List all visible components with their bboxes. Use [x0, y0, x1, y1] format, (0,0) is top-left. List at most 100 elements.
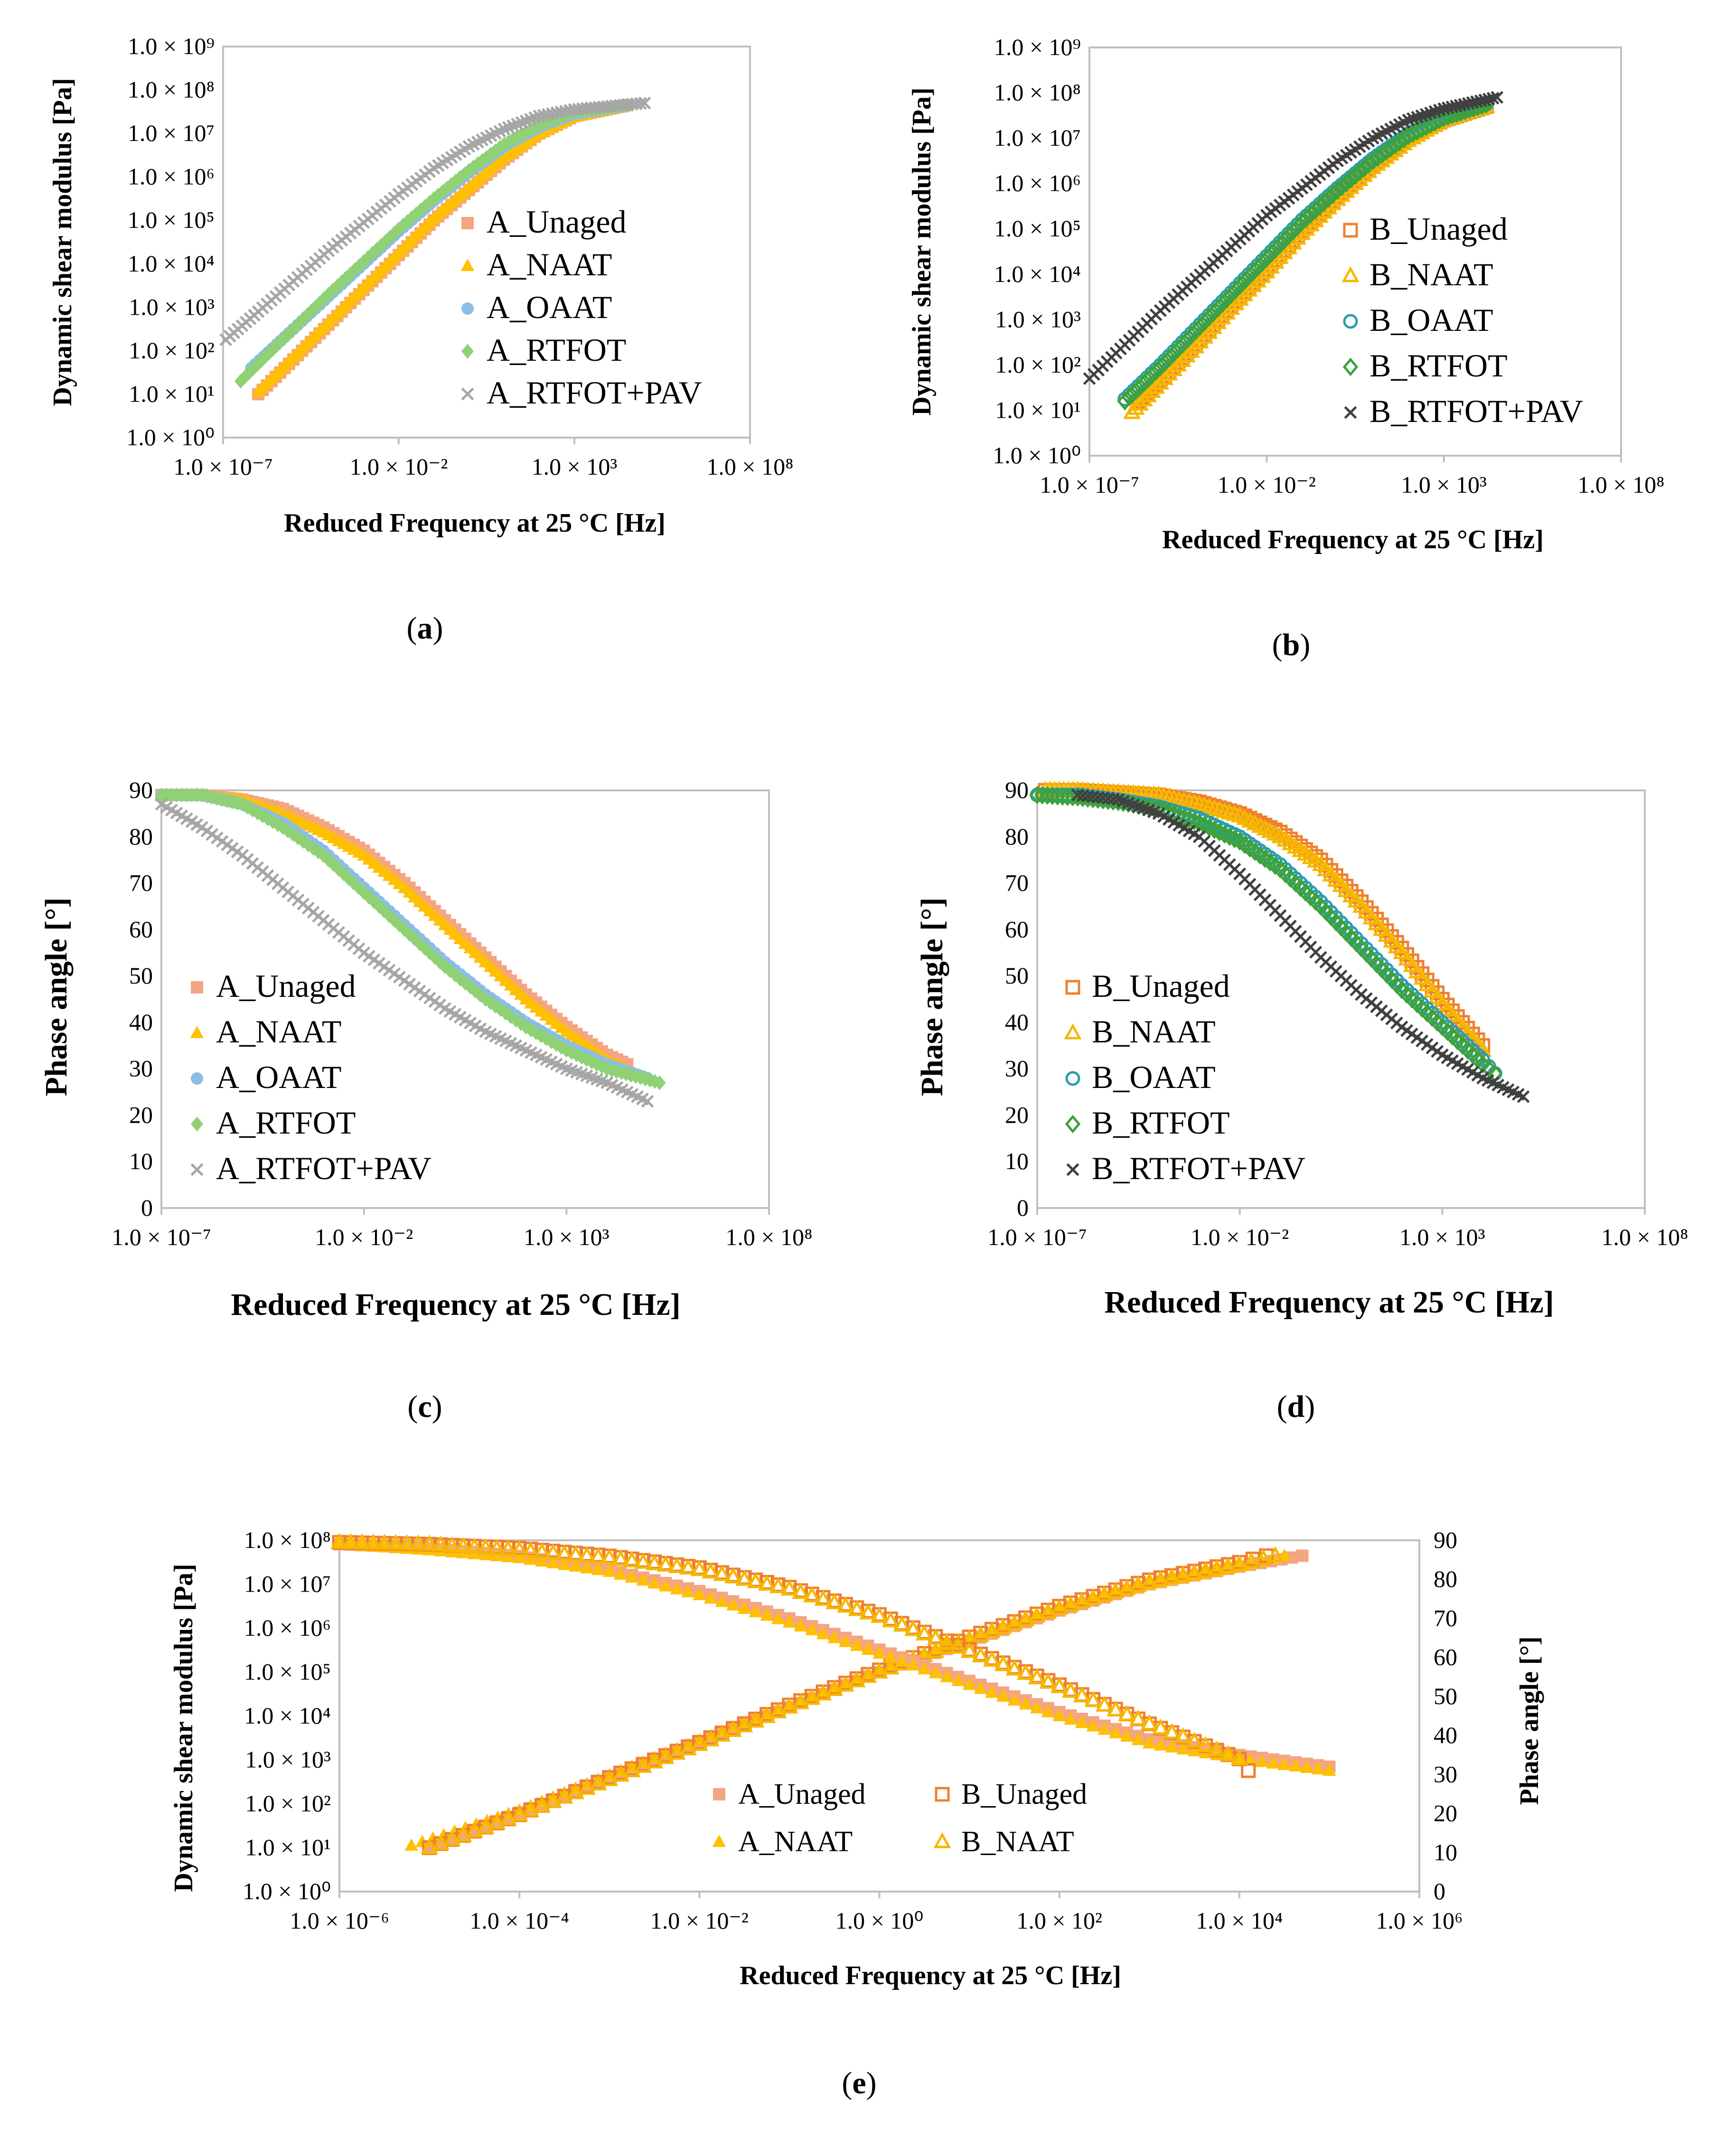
point-e-B_NAAT-38: [848, 1671, 866, 1687]
legend-item-e-B_NAAT: B_NAAT: [933, 1826, 1074, 1858]
point-b-B_RTFOT-30: [1250, 258, 1266, 277]
plot-area-e: [338, 1539, 1420, 1893]
point-d-B_NAAT-75: [1413, 968, 1431, 985]
point-d-B_RTFOT-89: [1481, 1059, 1497, 1078]
point-b-B_NAAT-16: [1191, 332, 1209, 349]
point-e-B_NAAT-26: [623, 1551, 641, 1567]
legend-label-b-B_RTFOT+PAV: B_RTFOT+PAV: [1369, 393, 1583, 429]
point-e-A_NAAT-72: [1142, 1736, 1156, 1749]
point-e-B_NAAT-40: [870, 1662, 889, 1679]
point-a-A_RTFOT-36: [388, 225, 401, 241]
y2-tick-label-e-5: 50: [1434, 1683, 1457, 1709]
point-b-B_RTFOT-7: [1148, 362, 1164, 381]
point-b-B_RTFOT-43: [1307, 201, 1323, 220]
point-e-B_NAAT-6: [488, 1813, 506, 1830]
point-b-B_RTFOT-42: [1303, 205, 1319, 224]
point-e-B_NAAT-59: [994, 1655, 1012, 1671]
point-c-A_RTFOT-23: [272, 817, 284, 832]
y-tick-label-e-8: 1.0 × 10⁸: [244, 1527, 331, 1553]
point-e-A_NAAT-19: [546, 1556, 560, 1568]
legend-label-a-A_NAAT: A_NAAT: [487, 246, 612, 282]
point-d-B_RTFOT+PAV-6: [1101, 792, 1115, 805]
point-b-B_NAAT-10: [1164, 360, 1182, 376]
point-e-B_NAAT-62: [1118, 1579, 1136, 1595]
y-tick-label-b-0: 1.0 × 10⁰: [993, 442, 1081, 469]
point-e-A_NAAT-40: [782, 1615, 797, 1628]
point-e-B_NAAT-32: [690, 1560, 708, 1576]
point-e-A_NAAT-0: [404, 1838, 418, 1851]
y-tick-label-a-6: 1.0 × 10⁶: [128, 163, 215, 190]
point-e-B_NAAT-14: [488, 1539, 506, 1556]
x-tick-label-e-0: 1.0 × 10⁻⁶: [290, 1907, 389, 1934]
point-e-B_NAAT-57: [1061, 1595, 1079, 1612]
legend-item-d-B_OAAT: B_OAAT: [1065, 1059, 1216, 1095]
point-e-B_NAAT-41: [792, 1583, 810, 1599]
point-e-B_NAAT-3: [364, 1533, 382, 1550]
point-e-A_NAAT-35: [726, 1598, 740, 1611]
point-e-B_NAAT-16: [600, 1770, 619, 1786]
point-b-B_RTFOT-9: [1157, 353, 1172, 372]
legend-item-b-B_Unaged: B_Unaged: [1343, 211, 1508, 247]
legend-marker-b-B_OAAT: [1343, 314, 1358, 329]
point-a-A_RTFOT-44: [423, 195, 436, 210]
point-d-B_RTFOT+PAV-1: [1076, 789, 1089, 802]
y-tick-label-c-9: 90: [129, 777, 153, 803]
point-e-B_NAAT-15: [589, 1774, 607, 1790]
legend-label-e-A_Unaged: A_Unaged: [738, 1778, 866, 1810]
series-b-B_RTFOT+PAV: [1083, 91, 1504, 385]
point-e-B_NAAT-72: [1230, 1555, 1248, 1571]
point-d-B_RTFOT-31: [1186, 812, 1202, 831]
legend-marker-e-A_Unaged: [713, 1788, 725, 1800]
point-e-A_NAAT-36: [737, 1601, 751, 1614]
legend-label-d-B_OAAT: B_OAAT: [1092, 1059, 1216, 1095]
point-e-A_NAAT-29: [658, 1579, 673, 1592]
point-e-B_NAAT-27: [634, 1553, 652, 1569]
point-e-B_NAAT-49: [972, 1625, 990, 1642]
point-a-A_RTFOT-67: [524, 122, 537, 137]
point-e-A_NAAT-69: [1108, 1726, 1123, 1739]
y-tick-label-a-4: 1.0 × 10⁴: [128, 250, 215, 277]
legend-label-a-A_Unaged: A_Unaged: [487, 204, 627, 240]
point-e-B_NAAT-14: [578, 1779, 596, 1795]
point-d-B_RTFOT-30: [1181, 810, 1197, 829]
point-b-B_RTFOT-58: [1374, 145, 1390, 164]
point-e-A_NAAT-82: [1255, 1754, 1269, 1767]
point-e-B_NAAT-41: [882, 1658, 900, 1675]
legend-label-b-B_RTFOT: B_RTFOT: [1369, 347, 1508, 384]
x-tick-label-c-0: 1.0 × 10⁻⁷: [112, 1224, 211, 1250]
point-d-B_RTFOT+PAV-88: [1517, 1090, 1530, 1103]
point-b-B_RTFOT-16: [1188, 321, 1204, 340]
point-e-B_NAAT-40: [780, 1579, 798, 1596]
legend-item-c-A_RTFOT: A_RTFOT: [191, 1105, 356, 1141]
legend-item-a-A_OAAT: A_OAAT: [461, 289, 612, 325]
point-b-B_NAAT-6: [1147, 377, 1165, 394]
point-a-A_RTFOT+PAV-102: [638, 96, 651, 110]
legend-marker-e-A_NAAT: [712, 1835, 726, 1847]
point-d-B_NAAT-70: [1388, 937, 1406, 954]
point-b-B_RTFOT-50: [1339, 173, 1354, 192]
panel-c: 0 10 20 30 40 50 60 70 80 90 1.0 × 10⁻⁷ 1.0 × 10⁻² 1…: [39, 777, 813, 1424]
point-e-A_NAAT-33: [703, 1591, 718, 1604]
y-tick-label-c-5: 50: [129, 962, 153, 989]
point-b-B_NAAT-3: [1135, 390, 1153, 407]
y-tick-label-b-1: 1.0 × 10¹: [995, 396, 1081, 423]
y-tick-label-a-1: 1.0 × 10¹: [129, 380, 215, 407]
point-c-A_RTFOT-32: [317, 848, 330, 863]
y-tick-label-e-6: 1.0 × 10⁶: [244, 1614, 331, 1641]
point-d-B_RTFOT-6: [1060, 787, 1076, 806]
x-tick-label-b-2: 1.0 × 10³: [1401, 471, 1487, 498]
point-e-B_NAAT-1: [342, 1533, 360, 1549]
point-e-B_NAAT-7: [499, 1809, 517, 1826]
point-e-B_NAAT-60: [1095, 1585, 1113, 1602]
point-b-B_RTFOT-49: [1334, 177, 1350, 196]
y-tick-label-a-2: 1.0 × 10²: [129, 337, 215, 364]
point-b-B_RTFOT-53: [1352, 162, 1368, 181]
point-b-B_RTFOT-60: [1383, 139, 1398, 158]
point-e-B_NAAT-36: [825, 1680, 844, 1697]
y-tick-label-c-3: 30: [129, 1055, 153, 1082]
point-a-A_RTFOT-62: [502, 134, 515, 150]
point-e-B_NAAT-73: [1242, 1552, 1260, 1568]
y-tick-label-d-2: 20: [1005, 1101, 1029, 1128]
point-b-B_RTFOT-48: [1330, 181, 1345, 200]
point-b-B_RTFOT-2: [1126, 383, 1142, 402]
